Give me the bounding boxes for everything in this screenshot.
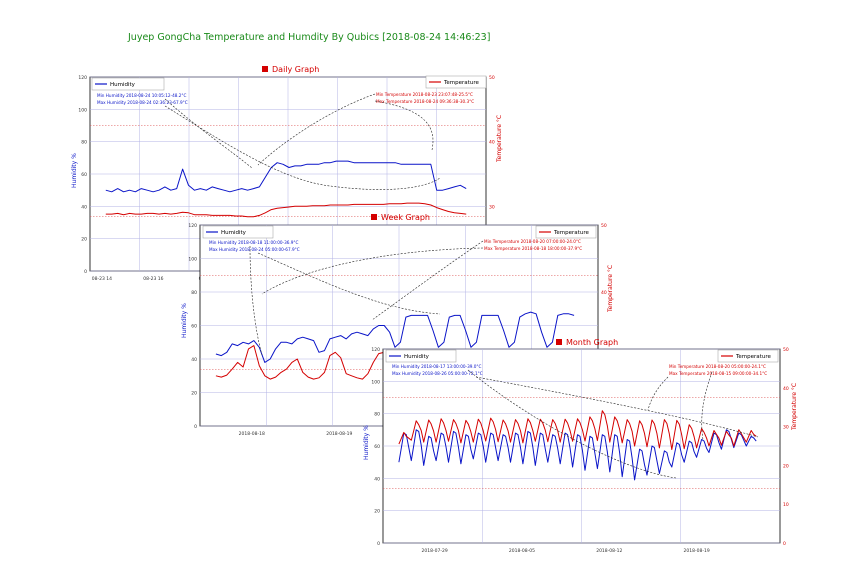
week-max-humidity: Max Humidity 2018-08-24 05:00:00-67.9°C — [209, 247, 300, 252]
month-xtick: 2018-08-05 — [509, 548, 535, 554]
month-xtick: 2018-07-29 — [422, 548, 448, 554]
week-title: Week Graph — [381, 213, 430, 222]
week-legend-temperature: Temperature — [553, 230, 589, 236]
month-ytick-left: 0 — [377, 541, 380, 547]
month-max-humidity: Max Humidity 2018-08-26 05:00:00-72.1°C — [392, 371, 483, 376]
daily-ylabel-left: Humidity % — [71, 153, 78, 188]
month-xtick: 2018-08-12 — [596, 548, 622, 554]
daily-legend-temperature: Temperature — [443, 80, 479, 86]
month-ytick-left: 40 — [374, 476, 380, 482]
daily-xtick: 08-23 16 — [143, 276, 163, 282]
month-ytick-left: 20 — [374, 509, 380, 515]
week-ytick-left: 80 — [191, 290, 197, 296]
month-ytick-right: 40 — [783, 386, 789, 392]
month-xtick: 2018-08-19 — [684, 548, 710, 554]
daily-title: Daily Graph — [272, 65, 319, 74]
daily-min-temperature: Min Temperature 2018-08-23 23:07:48-25.5… — [376, 92, 473, 97]
daily-ytick-left: 100 — [78, 107, 87, 113]
month-ytick-left: 120 — [371, 347, 380, 353]
month-graph: 0 20 40 60 80 100 120 0 10 20 30 40 50 2018-07-29 2018… — [363, 338, 798, 554]
month-series — [398, 410, 757, 481]
week-legend: Humidity Temperature — [202, 225, 597, 239]
daily-temperature-line — [105, 202, 467, 218]
week-ytick-right: 40 — [601, 290, 607, 296]
week-ytick-right: 50 — [601, 223, 607, 229]
month-legend-temperature: Temperature — [735, 354, 771, 360]
week-legend-humidity: Humidity — [221, 230, 247, 236]
week-ytick-left: 100 — [188, 257, 197, 263]
daily-ytick-right: 30 — [489, 204, 495, 210]
daily-min-humidity: Min Humidity 2018-08-24 10:05:12-48.2°C — [97, 93, 186, 98]
daily-ytick-left: 60 — [81, 172, 87, 178]
month-ytick-left: 80 — [374, 412, 380, 418]
month-ytick-right: 50 — [783, 347, 789, 353]
week-ylabel-left: Humidity % — [181, 303, 188, 338]
week-min-temperature: Min Temperature 2018-08-20 07:00:00-24.0… — [484, 239, 581, 244]
week-xtick: 2018-08-19 — [326, 431, 352, 437]
daily-humidity-line — [105, 160, 467, 193]
month-ytick-left: 100 — [371, 379, 380, 385]
daily-legend-humidity: Humidity — [110, 82, 136, 88]
daily-ytick-left: 40 — [81, 204, 87, 210]
daily-annotation-arrows — [164, 93, 441, 190]
month-min-temperature: Min Temperature 2018-08-20 05:00:00-24.1… — [669, 364, 766, 369]
month-title: Month Graph — [566, 338, 618, 347]
daily-max-temperature: Max Temperature 2018-08-24 09:36:38-30.3… — [376, 99, 474, 104]
week-ytick-left: 60 — [191, 324, 197, 330]
daily-legend: Humidity Temperature — [91, 75, 487, 91]
page-title: Juyep GongCha Temperature and Humdity By… — [128, 32, 491, 43]
week-ytick-left: 120 — [188, 223, 197, 229]
week-ylabel-right: Temperature °C — [607, 265, 614, 313]
month-temperature-line — [398, 410, 757, 450]
month-min-humidity: Min Humidity 2018-08-17 13:00:00-39.0°C — [392, 364, 481, 369]
daily-ytick-left: 0 — [84, 269, 87, 275]
month-ytick-right: 10 — [783, 502, 789, 508]
daily-ytick-left: 20 — [81, 237, 87, 243]
month-ytick-right: 30 — [783, 425, 789, 431]
week-xtick: 2018-08-18 — [239, 431, 265, 437]
month-humidity-line — [398, 429, 757, 481]
month-ylabel-left: Humidity % — [363, 425, 370, 460]
daily-max-humidity: Max Humidity 2018-08-24 02:36:23-67.9°C — [97, 100, 188, 105]
month-max-temperature: Max Temperature 2018-08-15 09:00:00-34.1… — [669, 371, 767, 376]
daily-title-marker — [262, 66, 268, 72]
month-ticks: 0 20 40 60 80 100 120 0 10 20 30 40 50 2018-07-29 2018… — [371, 347, 788, 554]
week-max-temperature: Max Temperature 2018-08-18 18:00:00-37.9… — [484, 246, 582, 251]
daily-ytick-left: 120 — [78, 75, 87, 81]
daily-ytick-right: 50 — [489, 75, 495, 81]
month-legend-humidity: Humidity — [404, 354, 430, 360]
daily-xtick: 08-23 14 — [92, 276, 112, 282]
week-ytick-left: 0 — [194, 424, 197, 430]
month-ytick-right: 0 — [783, 541, 786, 547]
daily-ytick-right: 40 — [489, 140, 495, 146]
daily-series — [105, 160, 467, 218]
week-title-marker — [371, 214, 377, 220]
month-annotation-arrows — [467, 369, 759, 479]
month-title-marker — [556, 339, 562, 345]
month-ytick-left: 60 — [374, 444, 380, 450]
week-ytick-left: 20 — [191, 391, 197, 397]
month-legend: Humidity Temperature — [385, 349, 779, 363]
week-humidity-line — [215, 311, 575, 363]
daily-ylabel-right: Temperature °C — [496, 115, 503, 163]
month-ylabel-right: Temperature °C — [791, 383, 798, 431]
daily-ytick-left: 80 — [81, 140, 87, 146]
week-min-humidity: Min Humidity 2018-08-18 11:00:00-36.9°C — [209, 240, 298, 245]
month-ytick-right: 20 — [783, 463, 789, 469]
week-annotation-arrows — [249, 240, 484, 356]
week-ytick-left: 40 — [191, 357, 197, 363]
